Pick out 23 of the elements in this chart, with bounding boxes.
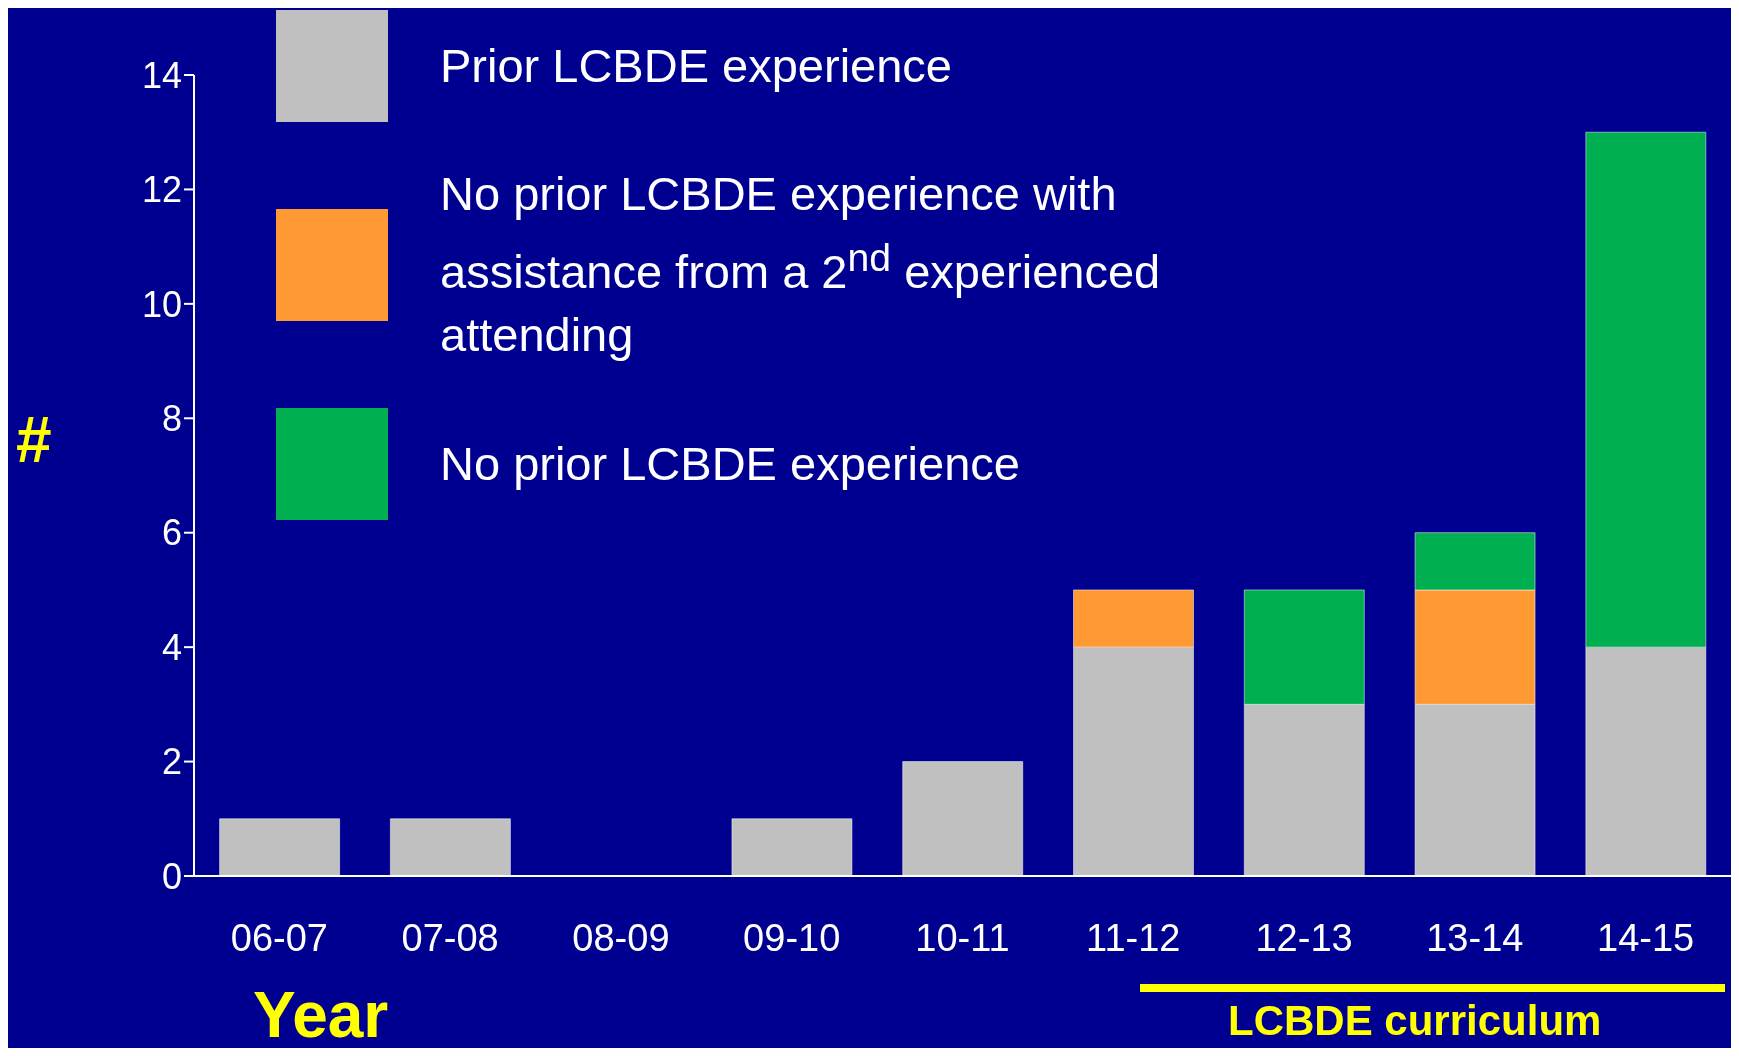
x-tick-label: 08-09 [572, 916, 670, 959]
x-tick-label: 07-08 [401, 916, 499, 959]
y-tick-label: 12 [141, 169, 182, 211]
y-tick-label: 8 [161, 398, 182, 440]
y-axis-title: # [16, 403, 52, 477]
y-tick-label: 0 [161, 855, 182, 897]
legend-label: No prior LCBDE experience [440, 435, 1021, 492]
x-tick-label: 12-13 [1255, 916, 1353, 959]
x-tick-label: 14-15 [1597, 916, 1695, 959]
text: LCBDE curriculum [1228, 997, 1602, 1044]
x-tick-label: 13-14 [1426, 916, 1524, 959]
legend-label: Prior LCBDE experience [440, 37, 953, 94]
y-tick-label: 4 [161, 626, 182, 668]
x-axis-title: Year [253, 979, 389, 1050]
text: No prior LCBDE experience with assistance from a 2$^{nd}$ experienced attending [440, 166, 1161, 362]
y-tick-label: 6 [161, 512, 182, 554]
y-tick-label: 2 [161, 741, 182, 783]
x-tick-label: 06-07 [230, 916, 328, 959]
y-tick-label: 10 [141, 283, 182, 325]
x-tick-label: 09-10 [743, 916, 841, 959]
y-tick-label: 14 [141, 54, 182, 96]
x-tick-label: 10-11 [915, 916, 1010, 959]
x-tick-label: 11-12 [1086, 916, 1181, 959]
